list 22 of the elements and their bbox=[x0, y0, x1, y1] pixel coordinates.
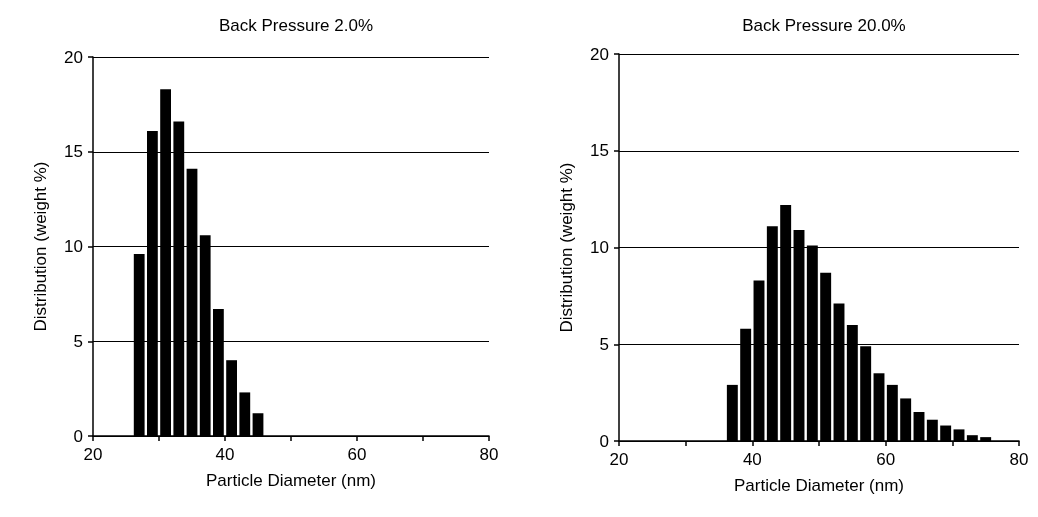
y-axis-title: Distribution (weight %) bbox=[31, 161, 50, 332]
y-axis-title: Distribution (weight %) bbox=[557, 162, 576, 333]
x-axis-title: Particle Diameter (nm) bbox=[205, 471, 377, 490]
x-axis-title: Particle Diameter (nm) bbox=[733, 476, 905, 495]
x-tick-label: 60 bbox=[876, 450, 896, 469]
chart-title: Back Pressure 2.0% bbox=[218, 16, 374, 35]
y-tick-label: 20 bbox=[64, 47, 83, 67]
x-tick-label: 60 bbox=[347, 445, 367, 464]
x-tick-label: 40 bbox=[215, 445, 235, 464]
y-tick-label: 0 bbox=[599, 431, 609, 451]
y-tick-label: 20 bbox=[590, 44, 609, 64]
x-tick-label: 80 bbox=[479, 445, 499, 464]
x-tick-label: 40 bbox=[742, 450, 762, 469]
y-tick-label: 0 bbox=[73, 426, 83, 446]
chart-title: Back Pressure 20.0% bbox=[742, 16, 906, 35]
x-tick-label: 80 bbox=[1009, 450, 1029, 469]
y-tick-label: 5 bbox=[73, 331, 83, 351]
y-tick-label: 15 bbox=[590, 141, 609, 161]
y-tick-label: 15 bbox=[64, 142, 83, 162]
y-tick-label: 5 bbox=[599, 334, 609, 354]
y-tick-label: 10 bbox=[64, 237, 83, 256]
y-tick-label: 10 bbox=[590, 238, 609, 257]
